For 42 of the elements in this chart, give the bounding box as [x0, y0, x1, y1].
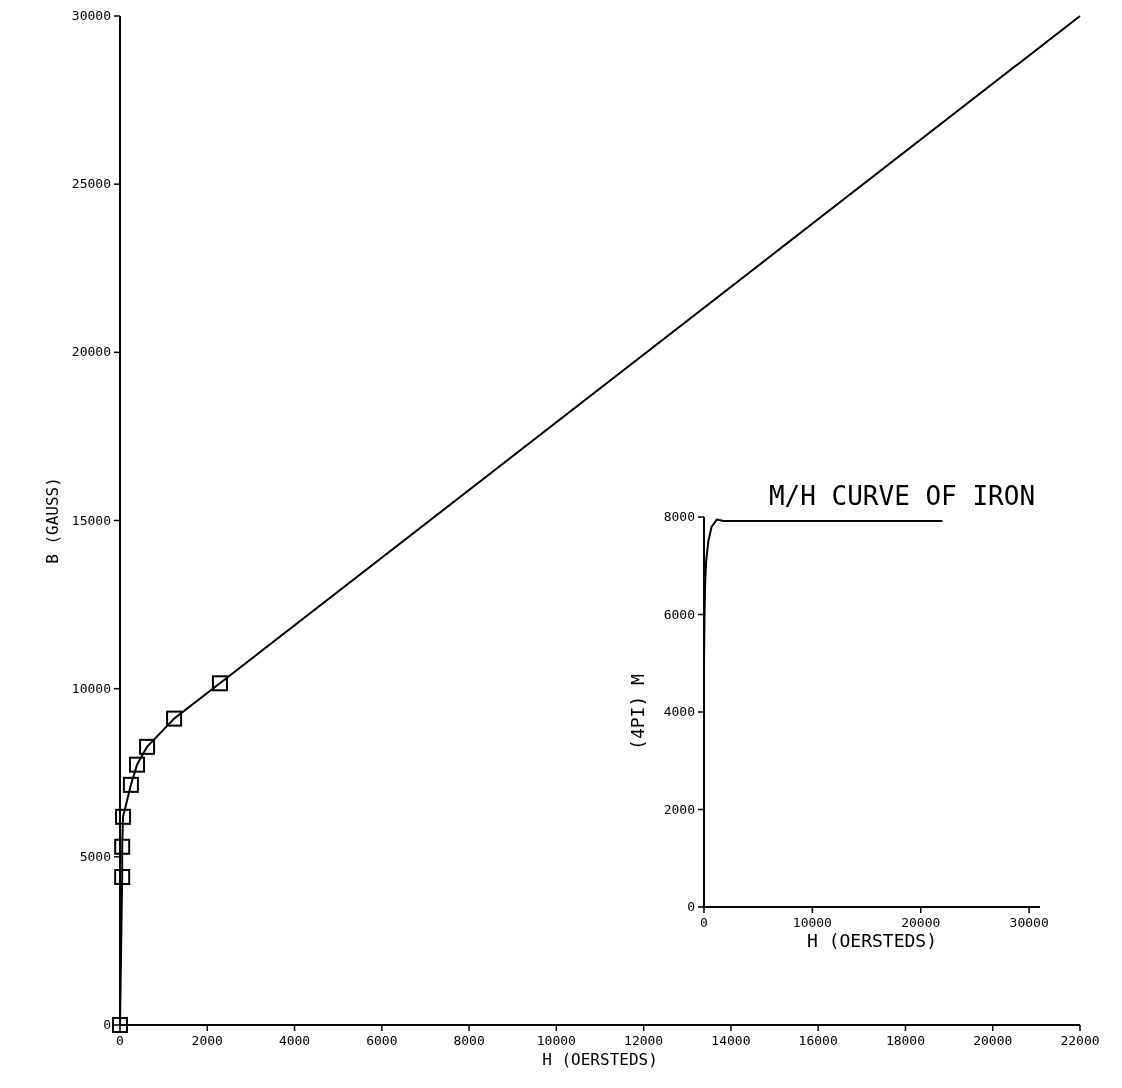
y-tick-label: 30000 [71, 8, 111, 23]
y-tick-label: 8000 [663, 509, 695, 524]
x-tick-label: 4000 [278, 1033, 311, 1048]
x-tick-label: 10000 [536, 1033, 576, 1048]
x-tick-label: 12000 [624, 1033, 664, 1048]
x-tick-label: 30000 [1009, 915, 1049, 930]
y-tick-label: 2000 [663, 801, 695, 817]
point [115, 808, 132, 825]
x-tick-label: 16000 [798, 1033, 838, 1048]
y-axis-title: (4PI) M [627, 673, 648, 750]
x-tick-label: 2000 [191, 1033, 223, 1048]
point [139, 738, 156, 755]
point [166, 710, 183, 727]
x-tick-label: 22000 [1060, 1033, 1100, 1048]
point [211, 675, 228, 692]
y-tick-label: 20000 [71, 344, 111, 360]
x-tick-label: 20000 [901, 915, 941, 930]
y-tick-label: 0 [687, 899, 695, 914]
y-tick-label: 0 [103, 1017, 111, 1032]
y-axis-title: B (GAUSS) [43, 477, 62, 564]
x-tick-label: 20000 [973, 1033, 1013, 1048]
point [122, 776, 139, 793]
point [112, 1017, 128, 1033]
x-axis-title: H (OERSTEDS) [806, 930, 938, 951]
y-tick-label: 25000 [71, 176, 111, 192]
y-tick-label: 4000 [663, 704, 695, 719]
x-tick-label: 6000 [366, 1033, 398, 1048]
y-tick-label: 5000 [79, 848, 111, 864]
point [114, 838, 131, 855]
point [129, 756, 146, 773]
x-tick-label: 0 [116, 1033, 124, 1048]
x-tick-label: 8000 [453, 1033, 485, 1048]
y-tick-label: 10000 [71, 680, 111, 696]
y-tick-label: 15000 [71, 512, 111, 528]
x-tick-label: 0 [700, 915, 708, 930]
chart-title: M/H CURVE OF IRON [768, 481, 1036, 511]
x-tick-label: 10000 [792, 915, 832, 930]
x-axis-title: H (OERSTEDS) [542, 1050, 658, 1069]
y-tick-label: 6000 [663, 606, 695, 622]
x-tick-label: 14000 [711, 1033, 751, 1048]
x-tick-label: 18000 [885, 1033, 926, 1048]
point [114, 869, 131, 886]
